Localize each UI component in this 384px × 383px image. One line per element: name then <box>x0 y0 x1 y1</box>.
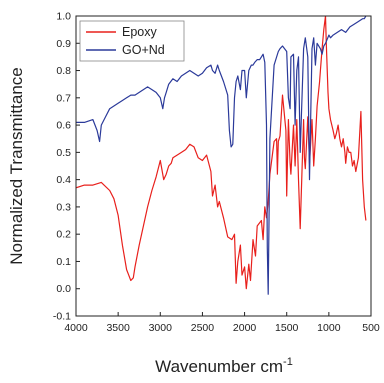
x-tick-label: 2500 <box>191 322 215 334</box>
y-tick-label: -0.1 <box>53 311 71 323</box>
x-tick-label: 4000 <box>64 322 88 334</box>
y-tick-label: 0.3 <box>56 201 71 213</box>
y-tick-label: 0.8 <box>56 65 71 77</box>
legend: Epoxy GO+Nd <box>79 20 185 62</box>
x-tick-label: 2000 <box>233 322 257 334</box>
x-axis: 4000 3500 3000 2500 2000 1500 1000 500 <box>64 312 380 334</box>
series-line-epoxy <box>76 16 367 290</box>
y-tick-label: 1.0 <box>56 11 71 23</box>
y-tick-label: 0.0 <box>56 283 71 295</box>
y-tick-label: 0.7 <box>56 92 71 104</box>
y-tick-label: 0.6 <box>56 120 71 132</box>
x-tick-label: 1000 <box>317 322 341 334</box>
y-axis-label: Normalized Transmittance <box>7 67 26 264</box>
y-tick-label: 0.1 <box>56 256 71 268</box>
y-tick-label: 0.9 <box>56 38 71 50</box>
y-tick-label: 0.2 <box>56 229 71 241</box>
legend-label-go-nd: GO+Nd <box>122 43 165 57</box>
y-axis: -0.1 0.0 0.1 0.2 0.3 0.4 0.5 0.6 0.7 0.8 0.9 1.0 <box>53 11 80 323</box>
x-tick-label: 500 <box>362 322 380 334</box>
legend-box <box>79 20 185 62</box>
series-line-go-nd <box>76 16 367 295</box>
x-tick-label: 3500 <box>106 322 130 334</box>
y-tick-label: 0.5 <box>56 147 71 159</box>
plot-frame <box>75 15 372 317</box>
y-tick-label: 0.4 <box>56 174 71 186</box>
x-tick-label: 3000 <box>149 322 173 334</box>
x-axis-label-superscript: -1 <box>283 356 293 368</box>
legend-label-epoxy: Epoxy <box>122 25 157 39</box>
x-axis-label-text: Wavenumber cm <box>155 357 283 376</box>
x-axis-label: Wavenumber cm-1 <box>155 356 293 376</box>
x-tick-label: 1500 <box>275 322 299 334</box>
series-layer <box>76 16 367 295</box>
